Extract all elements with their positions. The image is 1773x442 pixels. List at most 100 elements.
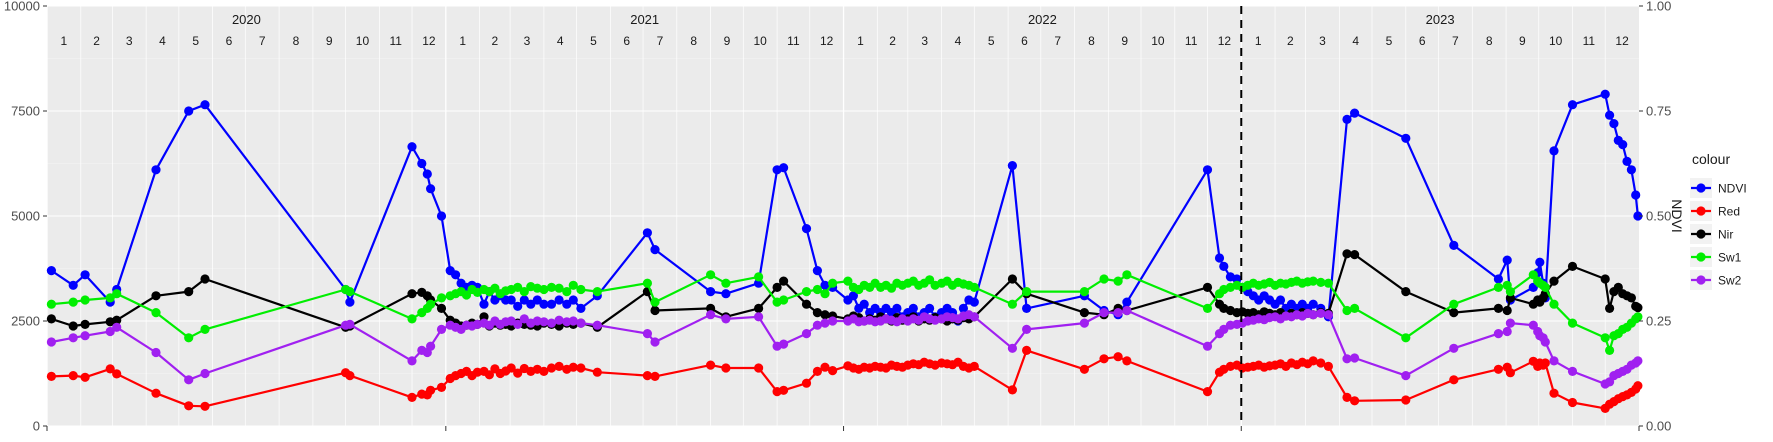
month-label: 2	[889, 34, 896, 48]
data-point	[1350, 250, 1360, 260]
data-point	[80, 372, 90, 382]
data-point	[562, 287, 572, 297]
data-point	[479, 312, 489, 322]
month-label: 1	[1255, 34, 1262, 48]
month-label: 5	[1386, 34, 1393, 48]
data-point	[112, 289, 122, 299]
data-point	[68, 280, 78, 290]
data-point	[407, 142, 417, 152]
data-point	[68, 321, 78, 331]
data-point	[46, 299, 57, 309]
data-point	[969, 361, 979, 371]
data-point	[151, 291, 161, 301]
month-label: 10	[356, 34, 370, 48]
data-point	[184, 401, 194, 411]
data-point	[1493, 329, 1503, 339]
data-point	[1626, 165, 1636, 175]
data-point	[642, 278, 653, 288]
data-point	[1600, 89, 1610, 99]
data-point	[721, 278, 731, 288]
legend-title: colour	[1692, 151, 1730, 167]
legend-key-point	[1696, 275, 1706, 285]
data-point	[1316, 277, 1326, 287]
data-point	[200, 100, 210, 110]
month-label: 11	[389, 34, 402, 48]
data-point	[1567, 397, 1578, 408]
data-point	[513, 301, 523, 311]
data-point	[1633, 303, 1643, 313]
data-point	[650, 245, 660, 255]
month-label: 7	[259, 34, 266, 48]
data-point	[820, 310, 830, 320]
y-tick-label: 10000	[4, 0, 40, 14]
data-point	[1505, 287, 1515, 297]
data-point	[1605, 110, 1615, 120]
data-point	[1540, 358, 1550, 368]
series-layer	[46, 89, 1643, 413]
data-point	[68, 371, 78, 381]
data-point	[151, 308, 161, 318]
data-point	[1622, 156, 1632, 166]
data-point	[1219, 261, 1229, 271]
data-point	[80, 295, 90, 305]
data-point	[1113, 276, 1123, 286]
data-point	[345, 287, 355, 297]
data-point	[754, 312, 764, 322]
month-label: 5	[590, 34, 597, 48]
data-point	[1007, 274, 1018, 284]
data-point	[539, 284, 549, 295]
data-point	[650, 305, 660, 316]
data-point	[1502, 255, 1512, 265]
data-point	[812, 284, 823, 295]
month-label: 8	[293, 34, 300, 48]
data-point	[1493, 282, 1503, 292]
month-label: 11	[787, 34, 800, 48]
data-point	[1493, 364, 1503, 374]
month-label: 2	[492, 34, 499, 48]
month-label: 1	[459, 34, 466, 48]
data-point	[779, 385, 789, 395]
month-label: 4	[159, 34, 166, 48]
data-point	[969, 312, 979, 322]
y-tick-label: 2500	[11, 314, 40, 329]
data-point	[46, 337, 57, 347]
data-point	[801, 378, 812, 388]
data-point	[1502, 305, 1512, 316]
data-point	[820, 318, 830, 328]
legend: colour NDVI Red Nir Sw1 Sw2	[1690, 151, 1747, 290]
data-point	[1618, 140, 1628, 150]
data-point	[562, 299, 572, 309]
data-point	[1540, 282, 1550, 292]
month-label: 12	[1218, 34, 1232, 48]
data-point	[592, 320, 602, 330]
data-point	[112, 315, 122, 325]
data-point	[479, 299, 489, 309]
data-point	[426, 184, 436, 194]
data-point	[112, 369, 122, 379]
series-sw2	[46, 305, 1643, 389]
data-point	[843, 276, 853, 286]
data-point	[1099, 308, 1109, 318]
data-point	[706, 287, 716, 297]
month-label: 12	[422, 34, 436, 48]
data-point	[184, 375, 194, 385]
data-point	[1323, 278, 1333, 288]
data-point	[1626, 293, 1636, 303]
data-point	[1113, 308, 1123, 318]
data-point	[754, 363, 764, 373]
data-point	[568, 362, 578, 372]
data-point	[554, 315, 564, 325]
month-label: 6	[1021, 34, 1028, 48]
month-label: 1	[61, 34, 68, 48]
legend-label-nir: Nir	[1718, 228, 1733, 242]
data-point	[1202, 282, 1213, 292]
data-point	[801, 224, 812, 234]
month-label: 2	[1287, 34, 1294, 48]
data-point	[417, 158, 427, 169]
data-point	[526, 299, 536, 309]
month-label: 9	[1121, 34, 1128, 48]
data-point	[484, 370, 494, 380]
data-point	[848, 291, 859, 301]
